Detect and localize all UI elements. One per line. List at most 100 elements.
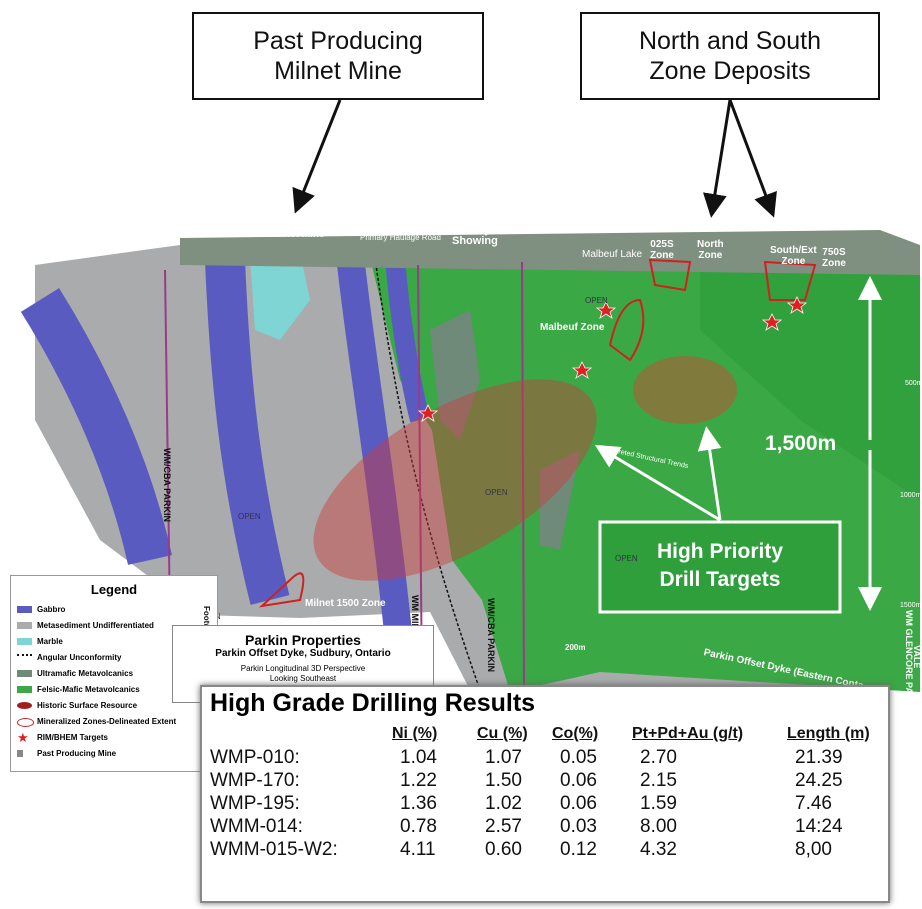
legend-item: Historic Surface Resource [37, 701, 138, 710]
legend-swatch [17, 750, 23, 757]
callout-text: Past Producing [253, 27, 423, 55]
info-line: Looking Southeast [269, 674, 337, 683]
callout-text: Milnet Mine [274, 57, 402, 85]
metavolcanics-shade [700, 255, 920, 500]
map-label: Malbeuf Zone [540, 322, 605, 333]
callout: Past Producing Milnet Mine [192, 12, 484, 100]
marble [250, 252, 310, 340]
callout-text: North and South [638, 27, 822, 55]
row-label: WMP-195: [210, 793, 300, 814]
table-cell: 0.12 [560, 839, 597, 860]
table-cell: 1.07 [485, 747, 522, 768]
table-cell: 1.02 [485, 793, 522, 814]
map-label-line: Zone [650, 250, 674, 261]
map-label-line: 025S [650, 239, 674, 250]
map-label: WM/CBA PARKIN [162, 448, 172, 522]
table-cell: 2.15 [640, 770, 677, 791]
column-header: Co(%) [552, 725, 599, 742]
info-line: Parkin Longitudinal 3D Perspective [240, 664, 366, 673]
ultramafic [540, 450, 580, 550]
legend-swatch [17, 622, 32, 629]
table-cell: 8,00 [795, 839, 832, 860]
callout-text: Zone Deposits [649, 57, 811, 85]
table-cell: 0.06 [560, 770, 597, 791]
map-label: Milnet Mine [270, 229, 325, 240]
table-cell: 21.39 [795, 747, 843, 768]
gabbro [336, 253, 414, 652]
table-title: High Grade Drilling Results [210, 689, 536, 717]
table-cell: 24.25 [795, 770, 843, 791]
map-label: Malbeuf Lake [582, 249, 643, 260]
legend-item: Gabbro [37, 605, 66, 614]
open-label: OPEN [238, 512, 261, 521]
callout-text: High Priority [656, 540, 783, 563]
legend-swatch [17, 654, 32, 656]
table-cell: 0.78 [400, 816, 437, 837]
target-zone [313, 379, 597, 581]
open-label: OPEN [485, 488, 508, 497]
info-subtitle: Parkin Offset Dyke, Sudbury, Ontario [215, 648, 391, 659]
legend-swatch [17, 606, 32, 613]
row-label: WMP-170: [210, 770, 300, 791]
map-label-line: Showing [452, 235, 498, 247]
open-label: OPEN [585, 296, 608, 305]
depth-label: 1,500m [765, 432, 837, 455]
legend-swatch [17, 718, 34, 727]
results-table: High Grade Drilling Results Ni (%) Cu (%)… [200, 685, 890, 903]
callout: North and South Zone Deposits [580, 12, 880, 100]
row-label: WMM-015-W2: [210, 839, 338, 860]
surface [180, 230, 920, 275]
map-label: 750S Zone [822, 247, 846, 269]
map-label: Brady Showing [452, 225, 498, 247]
map-label-line: Zone [781, 256, 806, 267]
info-title: Parkin Properties [245, 632, 361, 648]
scale-label: 200m [565, 643, 586, 652]
target-callout-box [598, 520, 842, 614]
map-label-line: Brady [459, 224, 491, 236]
legend-item: Ultramafic Metavolcanics [37, 669, 134, 678]
map-label: WM/CBA PARKIN [486, 598, 496, 672]
column-header: Cu (%) [477, 725, 528, 742]
table-cell: 1.50 [485, 770, 522, 791]
map-label: South/Ext Zone [770, 245, 817, 267]
table-cell: 0.06 [560, 793, 597, 814]
row-label: WMP-010: [210, 747, 300, 768]
legend-title: Legend [90, 582, 138, 597]
map-label-line: Zone [822, 258, 846, 269]
column-header: Ni (%) [392, 725, 438, 742]
table-cell: 1.04 [400, 747, 437, 768]
table-cell: 1.22 [400, 770, 437, 791]
open-label: OPEN [615, 554, 638, 563]
legend-item: Felsic-Mafic Metavolcanics [37, 685, 140, 694]
table-cell: 1.59 [640, 793, 677, 814]
table-cell: 0.05 [560, 747, 597, 768]
map-label-line: South/Ext [770, 245, 817, 256]
gabbro [20, 288, 172, 565]
map-label: North Zone [697, 239, 724, 261]
legend-swatch [17, 670, 32, 677]
ultramafic [430, 310, 480, 440]
table-cell: 2.70 [640, 747, 677, 768]
map-label: Milnet 1500 Zone [305, 598, 386, 609]
map-label-line: North [697, 239, 724, 250]
target-callout: High Priority Drill Targets [600, 538, 840, 594]
legend-item: Past Producing Mine [37, 749, 117, 758]
map-label-line: Zone [698, 250, 723, 261]
map-label: Primary Haulage Road [360, 233, 441, 242]
table-cell: 0.03 [560, 816, 597, 837]
table-cell: 14:24 [795, 816, 843, 837]
gabbro [205, 259, 290, 605]
target-zone [633, 356, 737, 424]
map-label-line: 750S [822, 247, 846, 258]
map-label: 025S Zone [650, 239, 674, 261]
table-cell: 4.32 [640, 839, 677, 860]
table-cell: 0.60 [485, 839, 522, 860]
callout-text: Drill Targets [659, 568, 781, 591]
table-cell: 7.46 [795, 793, 832, 814]
map-label: VALE [912, 645, 922, 669]
depth-tick: 1000m [900, 492, 922, 499]
legend-item: Angular Unconformity [37, 653, 122, 662]
table-cell: 1.36 [400, 793, 437, 814]
